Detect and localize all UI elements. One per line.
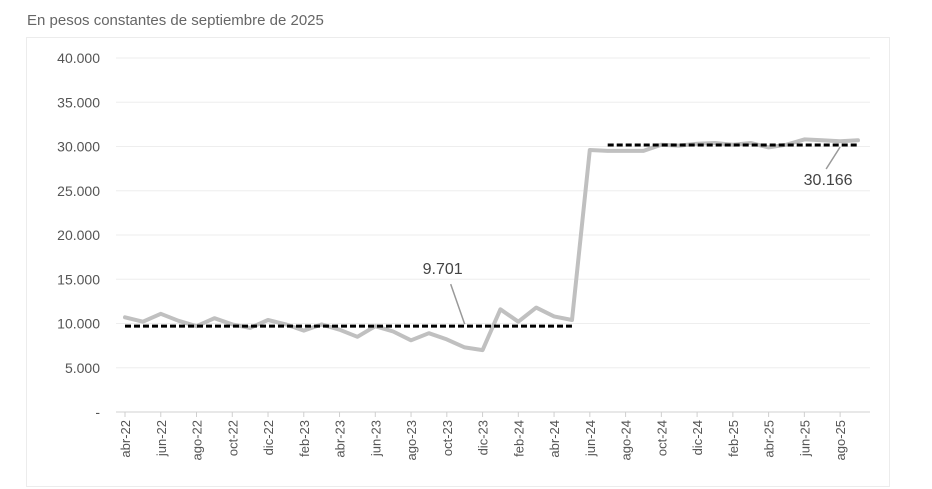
x-tick-label: jun-22 — [154, 420, 169, 457]
x-tick-label: oct-24 — [654, 420, 669, 456]
x-tick-label: abr-25 — [762, 420, 777, 458]
x-tick-label: feb-25 — [726, 420, 741, 457]
y-tick-label: 15.000 — [57, 271, 100, 287]
gridlines — [116, 57, 870, 413]
series-lines — [123, 137, 860, 353]
y-tick-label: 25.000 — [57, 183, 100, 199]
x-tick-label: ago-22 — [190, 420, 205, 460]
y-tick-label: - — [95, 404, 100, 420]
y-tick-label: 40.000 — [57, 50, 100, 66]
y-tick-label: 35.000 — [57, 94, 100, 110]
chart-subtitle: En pesos constantes de septiembre de 202… — [27, 12, 324, 29]
x-tick-label: ago-24 — [619, 420, 634, 460]
y-tick-label: 5.000 — [65, 360, 100, 376]
x-tick-label: ago-23 — [404, 420, 419, 460]
x-tick-label: abr-22 — [118, 420, 133, 458]
x-tick-label: jun-24 — [583, 420, 598, 457]
x-tick-label: jun-23 — [368, 420, 383, 457]
x-tick-label: feb-23 — [297, 420, 312, 457]
annotation-label: 30.166 — [804, 172, 853, 189]
x-tick-label: feb-24 — [511, 420, 526, 457]
annotation-leader — [449, 283, 466, 325]
x-tick-label: jun-25 — [797, 420, 812, 457]
annotation-label: 9.701 — [423, 261, 463, 278]
x-tick-label: abr-23 — [333, 420, 348, 458]
y-tick-label: 20.000 — [57, 227, 100, 243]
annotation-leader — [825, 146, 841, 170]
x-tick-label: dic-22 — [261, 420, 276, 455]
y-tick-label: 10.000 — [57, 316, 100, 332]
x-tick-label: oct-23 — [440, 420, 455, 456]
y-axis-ticks: - 5.000 10.000 15.000 20.000 25.000 30.000 35.0… — [57, 50, 100, 420]
series-line — [123, 137, 860, 353]
x-tick-label: ago-25 — [833, 420, 848, 460]
x-axis-ticks: abr-22 jun-22 ago-22 oct-22 dic-22 feb-23 abr-… — [118, 412, 848, 460]
x-tick-label: oct-22 — [225, 420, 240, 456]
x-tick-label: abr-24 — [547, 420, 562, 458]
x-tick-label: dic-24 — [690, 420, 705, 455]
x-tick-label: dic-23 — [476, 420, 491, 455]
y-tick-label: 30.000 — [57, 139, 100, 155]
annotations: 9.701 30.166 — [423, 146, 853, 325]
